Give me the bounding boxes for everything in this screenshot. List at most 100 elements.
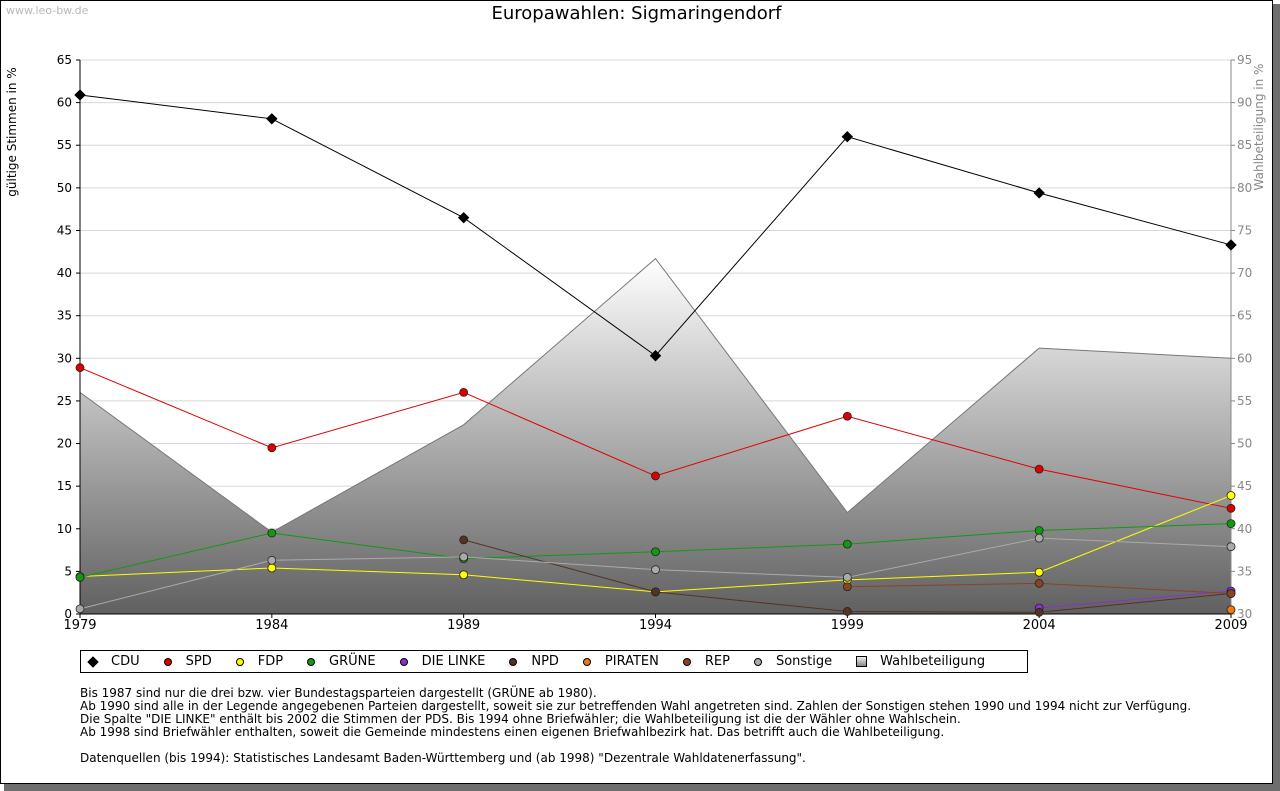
note-line: Ab 1998 sind Briefwähler enthalten, sowe…: [80, 725, 945, 739]
data-point: [75, 363, 85, 373]
data-point: [267, 443, 277, 453]
chart-title: Europawahlen: Sigmaringendorf: [491, 3, 782, 24]
y-tick-label: 35: [57, 309, 72, 323]
y-tick-label: 40: [57, 266, 72, 280]
data-point: [1034, 567, 1044, 577]
y2-tick-label: 50: [1237, 437, 1252, 451]
x-tick-label: 1984: [255, 618, 288, 633]
y2-tick-label: 60: [1237, 351, 1252, 365]
legend-label: NPD: [531, 654, 559, 669]
data-point: [74, 89, 86, 101]
data-point: [1226, 542, 1236, 552]
legend-item: PIRATEN: [582, 654, 659, 669]
x-tick-label: 1999: [831, 618, 864, 633]
series-markers: [74, 89, 1237, 617]
tick-labels: 0 5 10 15 20 25 30 35 40 45 50 55 60 65 30 35 40 45 50 55 60…: [57, 53, 1253, 633]
data-point: [651, 587, 660, 597]
y-tick-label: 45: [57, 223, 72, 237]
legend-label: Sonstige: [775, 654, 833, 669]
data-point: [1034, 533, 1044, 543]
data-point: [651, 471, 660, 481]
data-point: [842, 411, 852, 421]
y2-tick-label: 95: [1237, 53, 1252, 67]
data-point: [1226, 503, 1236, 513]
legend-item: Sonstige: [753, 654, 833, 669]
y-tick-label: 50: [57, 181, 72, 195]
legend-marker: [235, 657, 244, 666]
y-tick-label: 25: [57, 394, 72, 408]
y-tick-label: 30: [57, 351, 72, 365]
y2-tick-label: 80: [1237, 181, 1252, 195]
legend-item: NPD: [509, 654, 559, 669]
y2-tick-label: 30: [1237, 607, 1252, 621]
y-axis-label: gültige Stimmen in %: [5, 67, 19, 196]
data-point: [1034, 578, 1044, 588]
legend-marker: [582, 657, 591, 666]
chart-legend: CDU SPD FDP GRÜNE DIE LINKE NPD PIRATEN REP Sons…: [80, 650, 1028, 673]
legend-marker: [399, 657, 408, 666]
data-point: [841, 131, 854, 143]
turnout-area: [79, 257, 1232, 614]
legend-item: GRÜNE: [307, 654, 376, 669]
turnout-area-fill: [80, 258, 1231, 614]
y2-tick-label: 65: [1237, 309, 1252, 323]
legend-label: FDP: [257, 654, 284, 669]
y-tick-label: 65: [57, 53, 72, 67]
data-point: [459, 535, 469, 545]
note-line: Die Spalte "DIE LINKE" enthält bis 2002 …: [80, 712, 961, 726]
data-point: [1226, 605, 1236, 615]
data-point: [1033, 187, 1045, 199]
y-tick-label: 5: [64, 564, 72, 578]
legend-item: Wahlbeteiligung: [856, 654, 985, 669]
data-point: [459, 570, 469, 580]
y2-tick-label: 90: [1237, 96, 1252, 110]
data-point: [459, 552, 469, 562]
legend-item: DIE LINKE: [399, 654, 486, 669]
legend-label: CDU: [111, 654, 140, 669]
legend-marker: [163, 657, 172, 666]
x-tick-label: 1979: [63, 618, 96, 633]
note-line: Ab 1990 sind alle in der Legende angegeb…: [80, 699, 1192, 713]
line-chart: 0 5 10 15 20 25 30 35 40 45 50 55 60 65 30 35 40 45 50 55 60…: [5, 53, 1266, 633]
legend-label: REP: [704, 654, 730, 669]
data-point: [266, 113, 278, 125]
y2-tick-label: 40: [1237, 522, 1252, 536]
data-point: [651, 565, 660, 575]
data-point: [267, 528, 277, 538]
y2-tick-label: 45: [1237, 479, 1252, 493]
y-tick-label: 15: [57, 479, 72, 493]
y-tick-label: 60: [57, 96, 72, 110]
y-tick-label: 10: [57, 522, 72, 536]
legend-label: DIE LINKE: [421, 654, 486, 669]
y2-tick-label: 75: [1237, 223, 1252, 237]
legend-marker: [307, 657, 316, 666]
x-tick-label: 1989: [447, 618, 480, 633]
data-point: [75, 604, 85, 614]
data-point: [1226, 491, 1236, 500]
legend-marker: [682, 657, 691, 666]
legend-item: SPD: [163, 654, 212, 669]
watermark: www.leo-bw.de: [6, 4, 89, 17]
frame-shadow-right: [1273, 4, 1280, 791]
data-source: Datenquellen (bis 1994): Statistisches L…: [80, 751, 806, 765]
y2-tick-label: 70: [1237, 266, 1252, 280]
x-tick-label: 2009: [1214, 618, 1247, 633]
data-point: [1034, 526, 1044, 535]
y-tick-label: 0: [64, 607, 72, 621]
y2-tick-label: 55: [1237, 394, 1252, 408]
data-point: [457, 211, 470, 224]
data-point: [267, 555, 277, 565]
data-point: [842, 572, 852, 582]
frame-shadow-bottom: [4, 784, 1280, 791]
y-tick-label: 20: [57, 437, 72, 451]
x-tick-label: 2004: [1023, 618, 1056, 633]
legend-marker: [87, 655, 99, 668]
y2-tick-label: 85: [1237, 138, 1252, 152]
data-point: [459, 387, 469, 397]
data-point: [75, 572, 85, 582]
legend-label: SPD: [185, 654, 212, 669]
legend-item: FDP: [235, 654, 284, 669]
series-line-die-linke: [1039, 590, 1232, 609]
legend-marker: [856, 656, 868, 667]
data-point: [1225, 239, 1237, 251]
